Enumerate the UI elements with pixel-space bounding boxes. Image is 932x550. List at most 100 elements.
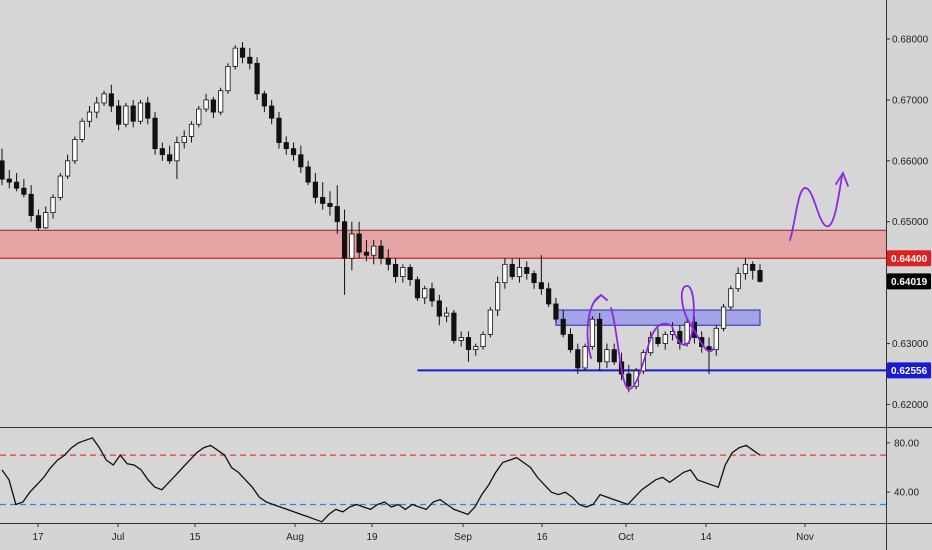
price-tag-bg <box>887 250 931 267</box>
candle-body <box>218 90 224 113</box>
candle-body <box>159 148 165 156</box>
candle <box>196 105 202 128</box>
price-tick-label: 0.62000 <box>892 400 929 411</box>
candle-body <box>385 257 391 265</box>
candle-body <box>473 346 479 351</box>
candle <box>327 191 333 216</box>
candles <box>0 42 763 393</box>
price-tick-label: 0.68000 <box>892 34 929 45</box>
candle <box>385 249 391 271</box>
osc-tick-label: 40.00 <box>894 488 919 499</box>
purple-annotation-left-loop <box>586 293 673 390</box>
price-tick-label: 0.67000 <box>892 95 929 106</box>
candle <box>349 221 355 271</box>
candle-body <box>422 288 428 299</box>
candle <box>50 194 56 219</box>
candle <box>429 282 435 308</box>
candle <box>218 87 224 116</box>
time-tick-label: 16 <box>536 532 548 543</box>
candle-body <box>167 154 173 162</box>
candle-body <box>312 181 319 198</box>
time-tick-label: Sep <box>454 532 472 543</box>
candle-body <box>611 349 617 363</box>
candle <box>35 209 42 231</box>
price-tag-label: 0.62556 <box>891 366 928 377</box>
candle-body <box>604 349 610 363</box>
candle <box>604 343 610 368</box>
candle-body <box>662 334 668 344</box>
candle-body <box>64 160 71 177</box>
candle <box>159 142 165 161</box>
candle-body <box>35 215 42 229</box>
candle-body <box>188 123 195 137</box>
candle-body <box>349 233 355 259</box>
candle-body <box>305 166 311 183</box>
candle <box>465 331 472 362</box>
candle <box>137 99 144 125</box>
candle-body <box>152 117 158 150</box>
candle <box>6 169 12 189</box>
price-tag-bg <box>887 362 931 379</box>
candle <box>181 130 187 149</box>
candle <box>0 148 5 186</box>
candle-body <box>502 263 508 284</box>
price-pane-bg <box>0 0 886 427</box>
candle-body <box>392 263 399 277</box>
candle <box>116 99 122 131</box>
candle <box>553 297 559 323</box>
purple-projection-arrow <box>789 171 849 241</box>
candle <box>509 258 515 280</box>
candle-body <box>553 303 559 320</box>
candle-body <box>684 321 690 344</box>
candle <box>516 258 523 283</box>
candle-body <box>341 221 348 259</box>
candle-body <box>655 337 661 344</box>
candle-body <box>480 334 486 347</box>
candle <box>276 112 282 149</box>
candle <box>261 90 267 113</box>
candle-body <box>145 102 151 119</box>
candle-body <box>50 196 56 213</box>
candle-body <box>137 102 144 122</box>
candle-body <box>451 312 457 341</box>
osc-tick-label: 80.00 <box>894 438 919 449</box>
candle <box>487 307 493 338</box>
candle <box>21 179 27 198</box>
candle <box>13 172 20 192</box>
candle <box>86 105 93 128</box>
candle <box>283 136 289 155</box>
candle <box>407 264 413 286</box>
candle-body <box>6 178 12 183</box>
candle-body <box>72 139 78 162</box>
candle-body <box>575 349 581 369</box>
candle-body <box>116 105 122 125</box>
candle <box>480 331 486 350</box>
candle <box>334 185 340 234</box>
candle-body <box>239 47 246 58</box>
candle-body <box>174 142 180 162</box>
candle <box>203 93 209 113</box>
candle <box>371 239 377 265</box>
candle <box>72 136 78 164</box>
candle <box>225 63 231 94</box>
candle-body <box>378 245 384 259</box>
candle-body <box>597 318 603 363</box>
candle <box>378 239 384 265</box>
candle <box>64 154 71 180</box>
candle-body <box>400 267 406 277</box>
time-tick-label: Oct <box>618 532 634 543</box>
candle <box>145 96 151 125</box>
candle <box>473 343 479 356</box>
candle-body <box>101 93 107 104</box>
candle-body <box>458 337 464 341</box>
time-tick-label: Jul <box>112 532 125 543</box>
candle <box>626 364 632 393</box>
candle-body <box>43 212 49 229</box>
candle <box>451 310 457 344</box>
candle <box>495 276 501 317</box>
candle <box>123 102 129 128</box>
candle <box>312 172 319 204</box>
candle <box>188 121 195 143</box>
candle <box>502 258 508 289</box>
